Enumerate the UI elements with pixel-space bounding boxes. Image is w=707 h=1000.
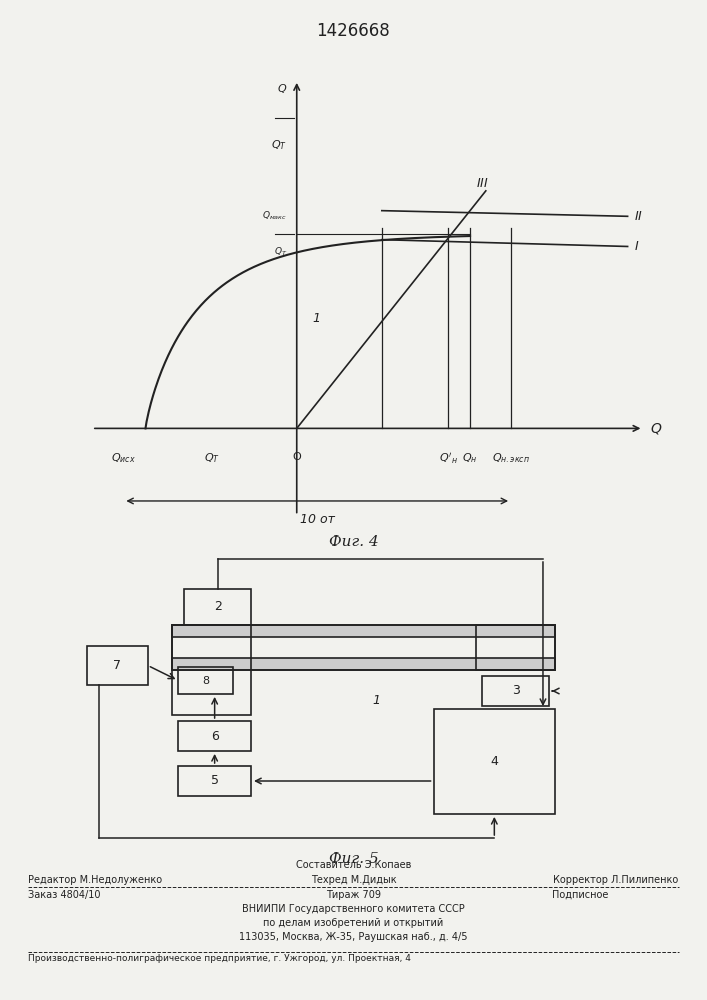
Text: 1426668: 1426668	[317, 22, 390, 40]
Text: $Q_{макс}$: $Q_{макс}$	[262, 210, 287, 222]
Text: 3: 3	[512, 684, 520, 698]
Bar	[172, 658, 555, 670]
Bar	[178, 766, 251, 796]
Bar	[87, 646, 148, 685]
Bar	[172, 625, 555, 670]
Text: $Q_{исх}$: $Q_{исх}$	[111, 452, 136, 465]
Text: $Q_T$: $Q_T$	[274, 245, 287, 258]
Text: $Q_T$: $Q_T$	[204, 452, 220, 465]
Bar	[185, 589, 251, 625]
Text: Тираж 709: Тираж 709	[326, 890, 381, 900]
Bar	[172, 625, 555, 637]
Text: $I$: $I$	[634, 240, 639, 253]
Text: 1: 1	[373, 694, 381, 707]
Bar	[178, 721, 251, 751]
Text: 10 от: 10 от	[300, 513, 334, 526]
Text: 7: 7	[113, 659, 122, 672]
Text: 1: 1	[312, 312, 320, 325]
Text: 4: 4	[491, 755, 498, 768]
Text: Подписное: Подписное	[551, 890, 608, 900]
Text: 2: 2	[214, 600, 221, 613]
Bar	[172, 625, 555, 637]
Text: 113035, Москва, Ж-35, Раушская наб., д. 4/5: 113035, Москва, Ж-35, Раушская наб., д. …	[239, 932, 468, 942]
Text: Производственно-полиграфическое предприятие, г. Ужгород, ул. Проектная, 4: Производственно-полиграфическое предприя…	[28, 954, 411, 963]
Text: $Q_н$: $Q_н$	[462, 452, 478, 465]
Text: Фиг. 5: Фиг. 5	[329, 852, 378, 866]
Text: Техред М.Дидык: Техред М.Дидык	[310, 875, 397, 885]
Bar	[178, 667, 233, 694]
Bar	[433, 709, 555, 814]
Bar	[482, 676, 549, 706]
Text: $III$: $III$	[477, 177, 489, 190]
Text: Фиг. 4: Фиг. 4	[329, 535, 378, 549]
Bar	[172, 658, 555, 670]
Text: 5: 5	[211, 774, 218, 788]
Text: $Q_{н.эксп}$: $Q_{н.эксп}$	[492, 452, 530, 465]
Bar	[476, 625, 555, 670]
Text: 8: 8	[202, 676, 209, 686]
Text: Корректор Л.Пилипенко: Корректор Л.Пилипенко	[554, 875, 679, 885]
Text: $II$: $II$	[634, 210, 643, 223]
Text: O: O	[293, 452, 301, 462]
Text: 6: 6	[211, 730, 218, 742]
Text: $Q'_н$: $Q'_н$	[438, 452, 457, 466]
Bar	[172, 625, 251, 715]
Text: $Q$: $Q$	[277, 82, 287, 95]
Text: Заказ 4804/10: Заказ 4804/10	[28, 890, 101, 900]
Text: по делам изобретений и открытий: по делам изобретений и открытий	[264, 918, 443, 928]
Text: Составитель Э.Копаев: Составитель Э.Копаев	[296, 860, 411, 870]
Text: $Q_T$: $Q_T$	[271, 138, 287, 152]
Text: ВНИИПИ Государственного комитета СССР: ВНИИПИ Государственного комитета СССР	[242, 904, 465, 914]
Text: Редактор М.Недолуженко: Редактор М.Недолуженко	[28, 875, 163, 885]
Text: $Q$: $Q$	[650, 421, 662, 436]
